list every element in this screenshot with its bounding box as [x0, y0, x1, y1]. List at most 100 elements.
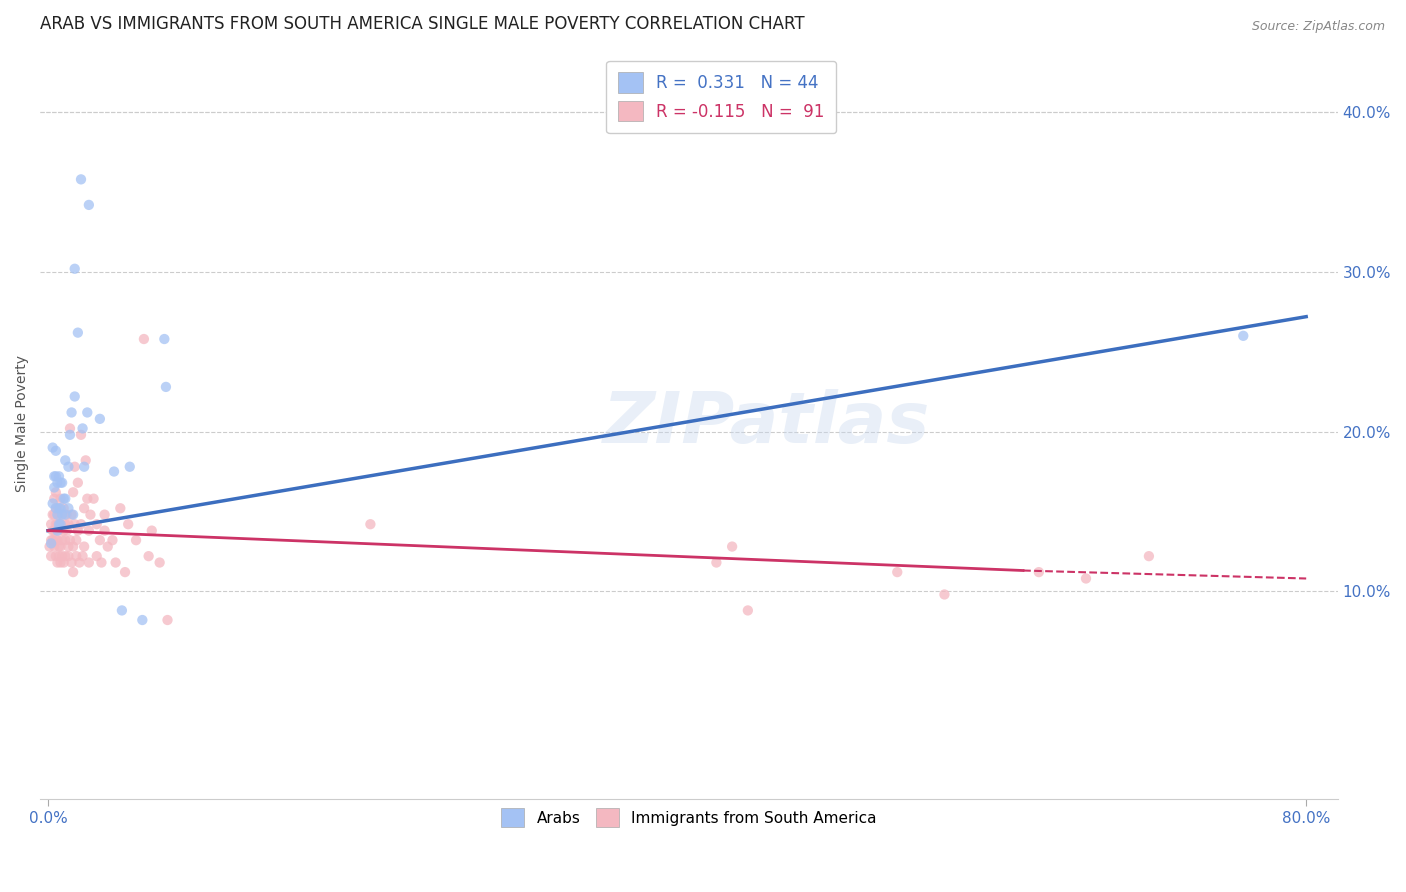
Point: [44, 524, 66, 538]
Point: [63, 261, 86, 276]
Point: [51, 549, 73, 563]
Point: [89, 412, 111, 426]
Point: [66, 475, 89, 490]
Point: [72, 421, 94, 435]
Point: [58, 459, 80, 474]
Point: [44, 491, 66, 506]
Point: [46, 501, 69, 516]
Point: [1028, 565, 1050, 579]
Point: [70, 517, 93, 532]
Point: [53, 508, 76, 522]
Point: [53, 491, 76, 506]
Point: [53, 549, 76, 563]
Point: [934, 587, 956, 601]
Point: [58, 517, 80, 532]
Point: [48, 508, 70, 522]
Point: [46, 533, 69, 548]
Point: [1074, 572, 1097, 586]
Point: [101, 533, 124, 548]
Point: [60, 405, 83, 419]
Point: [52, 491, 75, 506]
Point: [76, 491, 98, 506]
Point: [53, 453, 76, 467]
Point: [86, 517, 108, 532]
Point: [66, 326, 89, 340]
Point: [737, 603, 759, 617]
Point: [65, 549, 87, 563]
Point: [93, 508, 115, 522]
Point: [114, 565, 136, 579]
Point: [125, 533, 148, 548]
Point: [49, 556, 72, 570]
Point: [79, 508, 101, 522]
Point: [45, 501, 67, 516]
Point: [45, 517, 67, 532]
Point: [63, 459, 86, 474]
Point: [60, 508, 83, 522]
Point: [63, 390, 86, 404]
Point: [138, 549, 160, 563]
Point: [45, 443, 67, 458]
Point: [110, 501, 132, 516]
Point: [49, 501, 72, 516]
Point: [118, 459, 141, 474]
Point: [62, 565, 84, 579]
Point: [58, 549, 80, 563]
Point: [45, 485, 67, 500]
Point: [48, 549, 70, 563]
Text: Source: ZipAtlas.com: Source: ZipAtlas.com: [1251, 20, 1385, 33]
Point: [65, 533, 87, 548]
Point: [103, 465, 125, 479]
Point: [62, 508, 84, 522]
Point: [49, 475, 72, 490]
Point: [56, 508, 79, 522]
Point: [156, 613, 179, 627]
Point: [45, 549, 67, 563]
Point: [46, 517, 69, 532]
Point: [89, 533, 111, 548]
Point: [41, 508, 63, 522]
Point: [77, 524, 100, 538]
Point: [48, 540, 70, 554]
Point: [39, 549, 62, 563]
Point: [45, 533, 67, 548]
Point: [49, 517, 72, 532]
Point: [49, 540, 72, 554]
Point: [706, 556, 728, 570]
Point: [155, 380, 177, 394]
Point: [39, 536, 62, 550]
Point: [132, 332, 155, 346]
Point: [886, 565, 908, 579]
Point: [67, 556, 90, 570]
Point: [104, 556, 127, 570]
Text: ZIPatlas: ZIPatlas: [603, 389, 931, 458]
Point: [1137, 549, 1160, 563]
Point: [39, 517, 62, 532]
Point: [52, 524, 75, 538]
Point: [41, 524, 63, 538]
Point: [48, 524, 70, 538]
Point: [60, 556, 83, 570]
Point: [111, 603, 134, 617]
Point: [41, 441, 63, 455]
Point: [75, 453, 97, 467]
Point: [44, 508, 66, 522]
Point: [41, 533, 63, 548]
Point: [51, 533, 73, 548]
Point: [48, 517, 70, 532]
Point: [52, 501, 75, 516]
Point: [63, 517, 86, 532]
Point: [56, 524, 79, 538]
Point: [46, 508, 69, 522]
Point: [149, 556, 172, 570]
Point: [117, 517, 139, 532]
Text: ARAB VS IMMIGRANTS FROM SOUTH AMERICA SINGLE MALE POVERTY CORRELATION CHART: ARAB VS IMMIGRANTS FROM SOUTH AMERICA SI…: [41, 15, 804, 33]
Y-axis label: Single Male Poverty: Single Male Poverty: [15, 355, 30, 492]
Point: [53, 533, 76, 548]
Point: [86, 549, 108, 563]
Point: [73, 459, 96, 474]
Point: [721, 540, 744, 554]
Point: [77, 198, 100, 212]
Point: [49, 491, 72, 506]
Point: [48, 501, 70, 516]
